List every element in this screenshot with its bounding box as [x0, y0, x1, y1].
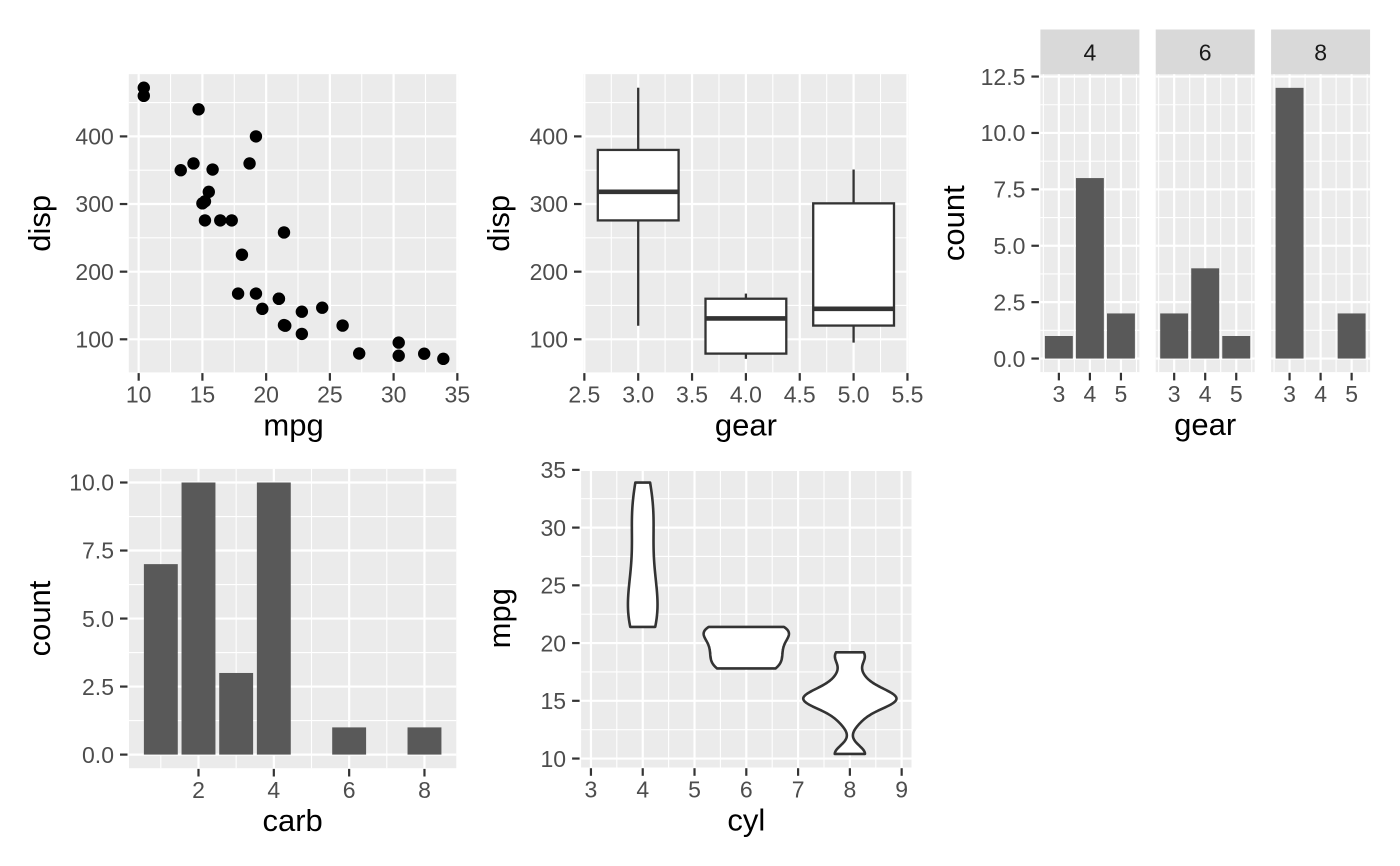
svg-text:5: 5 [1345, 381, 1358, 407]
svg-text:7.5: 7.5 [993, 177, 1025, 203]
svg-text:30: 30 [541, 515, 567, 541]
svg-text:10: 10 [541, 746, 567, 772]
svg-text:4: 4 [1199, 381, 1212, 407]
svg-text:200: 200 [75, 259, 113, 285]
svg-text:6: 6 [343, 777, 356, 803]
svg-text:6: 6 [1199, 40, 1212, 66]
svg-text:25: 25 [541, 573, 567, 599]
svg-text:mpg: mpg [263, 407, 323, 442]
svg-text:30: 30 [381, 381, 407, 407]
svg-text:2.5: 2.5 [82, 674, 114, 700]
svg-text:35: 35 [541, 457, 567, 483]
svg-text:20: 20 [253, 381, 279, 407]
svg-text:3.5: 3.5 [676, 381, 708, 407]
svg-text:12.5: 12.5 [981, 64, 1026, 90]
svg-text:5: 5 [1115, 381, 1128, 407]
svg-text:2: 2 [192, 777, 205, 803]
svg-text:4.0: 4.0 [730, 381, 762, 407]
svg-text:3: 3 [1168, 381, 1181, 407]
svg-text:0.0: 0.0 [993, 346, 1025, 372]
svg-text:300: 300 [75, 191, 113, 217]
svg-text:9: 9 [895, 777, 908, 803]
svg-text:100: 100 [75, 327, 113, 353]
svg-text:35: 35 [445, 381, 471, 407]
svg-text:3: 3 [585, 777, 598, 803]
svg-text:400: 400 [75, 124, 113, 150]
svg-text:20: 20 [541, 630, 567, 656]
svg-text:4: 4 [267, 777, 280, 803]
svg-text:7.5: 7.5 [82, 538, 114, 564]
svg-text:5.5: 5.5 [891, 381, 923, 407]
svg-text:disp: disp [481, 195, 516, 252]
svg-text:10.0: 10.0 [981, 120, 1026, 146]
svg-text:8: 8 [843, 777, 856, 803]
svg-text:10.0: 10.0 [69, 470, 114, 496]
svg-text:100: 100 [530, 327, 568, 353]
svg-text:2.5: 2.5 [568, 381, 600, 407]
svg-text:mpg: mpg [482, 588, 517, 648]
svg-text:15: 15 [541, 688, 567, 714]
svg-text:disp: disp [22, 195, 57, 252]
svg-text:5.0: 5.0 [993, 233, 1025, 259]
svg-text:4: 4 [636, 777, 649, 803]
svg-text:5: 5 [1230, 381, 1243, 407]
svg-text:4: 4 [1314, 381, 1327, 407]
svg-text:25: 25 [317, 381, 343, 407]
svg-text:count: count [22, 580, 57, 656]
svg-text:5.0: 5.0 [838, 381, 870, 407]
svg-text:2.5: 2.5 [993, 289, 1025, 315]
svg-text:cyl: cyl [727, 803, 765, 838]
svg-text:8: 8 [418, 777, 431, 803]
svg-text:3.0: 3.0 [622, 381, 654, 407]
svg-text:5.0: 5.0 [82, 606, 114, 632]
svg-text:gear: gear [715, 407, 777, 442]
svg-text:gear: gear [1174, 407, 1236, 442]
svg-text:5: 5 [688, 777, 701, 803]
svg-text:count: count [936, 185, 971, 261]
svg-text:3: 3 [1052, 381, 1065, 407]
svg-text:400: 400 [530, 124, 568, 150]
svg-text:200: 200 [530, 259, 568, 285]
svg-text:10: 10 [126, 381, 152, 407]
svg-text:15: 15 [190, 381, 216, 407]
svg-text:carb: carb [262, 803, 322, 838]
svg-text:300: 300 [530, 191, 568, 217]
svg-text:4.5: 4.5 [784, 381, 816, 407]
svg-text:7: 7 [792, 777, 805, 803]
svg-text:4: 4 [1084, 381, 1097, 407]
svg-text:6: 6 [740, 777, 753, 803]
svg-text:4: 4 [1084, 40, 1097, 66]
svg-text:0.0: 0.0 [82, 742, 114, 768]
svg-text:8: 8 [1314, 40, 1327, 66]
svg-text:3: 3 [1283, 381, 1296, 407]
